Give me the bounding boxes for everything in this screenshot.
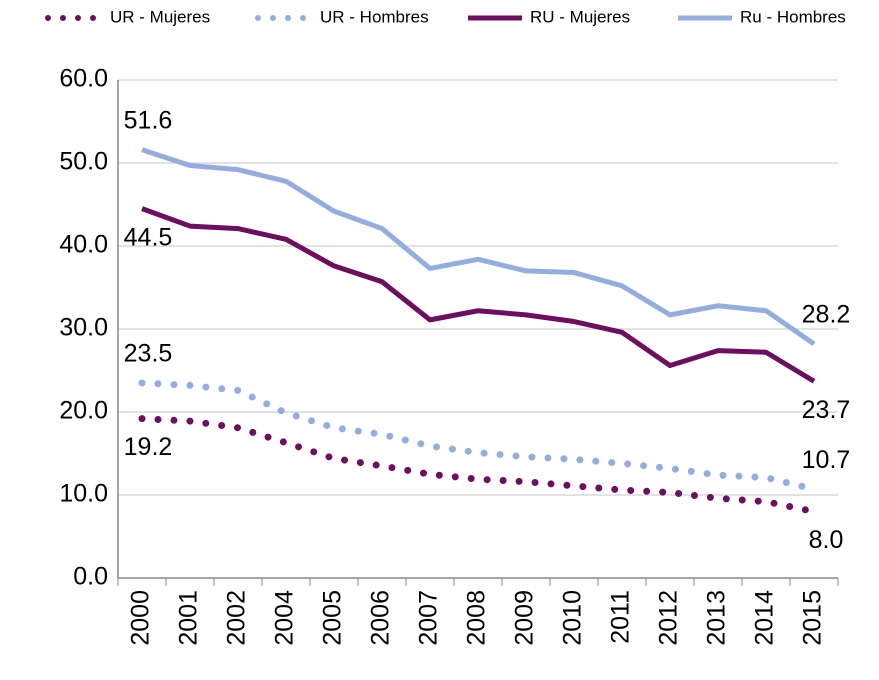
x-tick-label: 2013 bbox=[703, 590, 731, 646]
y-tick-label: 50.0 bbox=[59, 148, 108, 176]
legend-label: RU - Mujeres bbox=[530, 7, 630, 26]
x-tick-label: 2005 bbox=[319, 590, 347, 646]
data-label: 44.5 bbox=[124, 223, 173, 251]
data-label: 23.7 bbox=[802, 396, 851, 424]
data-label: 19.2 bbox=[124, 433, 173, 461]
x-tick-label: 2000 bbox=[127, 590, 155, 646]
data-label: 8.0 bbox=[809, 526, 844, 554]
y-tick-label: 20.0 bbox=[59, 397, 108, 425]
series-line bbox=[141, 147, 816, 346]
series-line bbox=[141, 206, 816, 384]
x-tick-label: 2006 bbox=[367, 590, 395, 646]
x-tick-label: 2009 bbox=[511, 590, 539, 646]
legend-item: RU - Mujeres bbox=[468, 7, 630, 26]
x-tick-label: 2011 bbox=[607, 590, 635, 644]
data-label: 28.2 bbox=[802, 301, 851, 329]
data-label: 51.6 bbox=[124, 106, 173, 134]
legend-label: UR - Hombres bbox=[320, 7, 429, 26]
y-tick-label: 10.0 bbox=[59, 480, 108, 508]
y-tick-label: 40.0 bbox=[59, 231, 108, 259]
x-tick-label: 2012 bbox=[655, 590, 683, 646]
x-tick-label: 2002 bbox=[223, 590, 251, 646]
x-tick-label: 2001 bbox=[175, 590, 203, 646]
x-tick-label: 2008 bbox=[463, 590, 491, 646]
legend-label: Ru - Hombres bbox=[740, 7, 846, 26]
y-tick-label: 30.0 bbox=[59, 314, 108, 342]
series-line bbox=[138, 379, 818, 493]
data-label: 10.7 bbox=[802, 446, 851, 474]
x-tick-label: 2014 bbox=[751, 590, 779, 646]
series-line bbox=[138, 415, 818, 516]
legend-item: Ru - Hombres bbox=[678, 7, 846, 26]
legend-item: UR - Hombres bbox=[255, 7, 429, 26]
x-tick-label: 2010 bbox=[559, 590, 587, 646]
y-tick-label: 0.0 bbox=[73, 563, 108, 591]
x-tick-label: 2007 bbox=[415, 590, 443, 646]
y-tick-label: 60.0 bbox=[59, 65, 108, 93]
data-label: 23.5 bbox=[124, 340, 173, 368]
x-tick-label: 2004 bbox=[271, 590, 299, 646]
x-tick-label: 2015 bbox=[799, 590, 827, 646]
legend-label: UR - Mujeres bbox=[110, 7, 210, 26]
legend-item: UR - Mujeres bbox=[45, 7, 210, 26]
